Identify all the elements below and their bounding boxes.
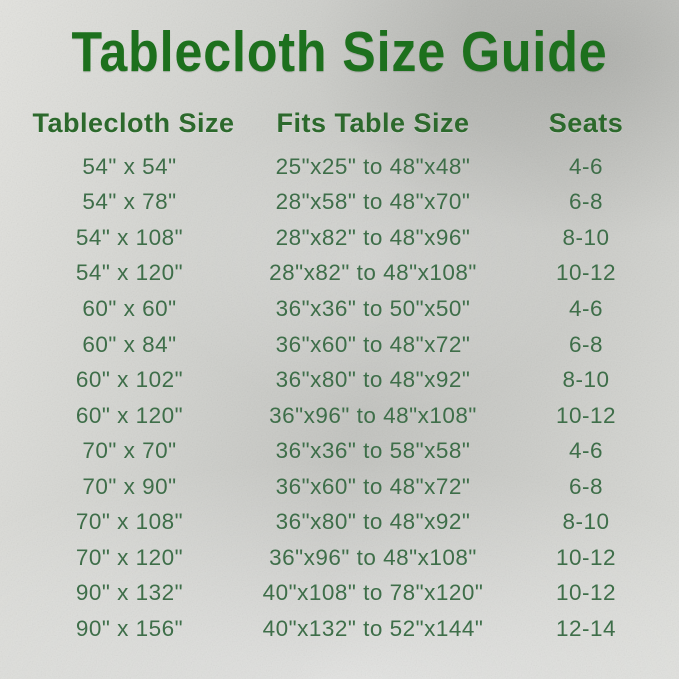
seats-cell: 10-12 [555,580,617,606]
table-row: 54" x 108" 28"x82" to 48"x96" 8-10 [0,220,679,256]
table-row: 54" x 120" 28"x82" to 48"x108" 10-12 [0,256,679,292]
fits-table-size-cell: 40"x108" to 78"x120" [262,580,484,606]
size-table: Tablecloth Size Fits Table Size Seats 54… [0,102,679,647]
seats-cell: 4-6 [568,438,604,464]
title-wrap: Tablecloth Size Guide [0,24,679,81]
seats-cell: 4-6 [568,295,604,321]
seats-cell: 8-10 [562,509,610,535]
table-row: 60" x 102" 36"x80" to 48"x92" 8-10 [0,362,679,398]
fits-table-size-cell: 36"x60" to 48"x72" [275,331,471,357]
seats-cell: 6-8 [568,189,604,215]
table-row: 60" x 84" 36"x60" to 48"x72" 6-8 [0,327,679,363]
tablecloth-size-cell: 60" x 84" [82,331,177,357]
fits-table-size-cell: 36"x96" to 48"x108" [269,402,477,428]
table-row: 60" x 120" 36"x96" to 48"x108" 10-12 [0,398,679,434]
fits-table-size-cell: 28"x58" to 48"x70" [275,189,471,215]
table-row: 54" x 54" 25"x25" to 48"x48" 4-6 [0,149,679,185]
tablecloth-size-cell: 54" x 108" [75,224,184,250]
fits-table-size-cell: 25"x25" to 48"x48" [275,153,471,179]
tablecloth-size-cell: 54" x 54" [82,153,177,179]
table-row: 70" x 108" 36"x80" to 48"x92" 8-10 [0,504,679,540]
tablecloth-size-cell: 90" x 156" [75,615,184,641]
tablecloth-size-cell: 90" x 132" [75,580,184,606]
fits-table-size-cell: 36"x36" to 58"x58" [275,438,471,464]
fits-table-size-cell: 36"x80" to 48"x92" [275,367,471,393]
tablecloth-size-cell: 70" x 90" [82,473,177,499]
seats-cell: 10-12 [555,402,617,428]
tablecloth-size-cell: 54" x 78" [82,189,177,215]
table-row: 70" x 120" 36"x96" to 48"x108" 10-12 [0,540,679,576]
table-header: Tablecloth Size Fits Table Size Seats [0,102,679,144]
fits-table-size-cell: 36"x36" to 50"x50" [275,295,471,321]
table-body: 54" x 54" 25"x25" to 48"x48" 4-6 54" x 7… [0,149,679,647]
seats-cell: 8-10 [562,224,610,250]
seats-cell: 12-14 [555,615,617,641]
fits-table-size-cell: 40"x132" to 52"x144" [262,615,484,641]
fits-table-size-cell: 28"x82" to 48"x96" [275,224,471,250]
tablecloth-size-cell: 54" x 120" [75,260,184,286]
seats-cell: 10-12 [555,544,617,570]
table-row: 54" x 78" 28"x58" to 48"x70" 6-8 [0,185,679,221]
seats-cell: 8-10 [562,367,610,393]
header-seats: Seats [548,107,624,138]
fits-table-size-cell: 36"x60" to 48"x72" [275,473,471,499]
seats-cell: 6-8 [568,331,604,357]
table-row: 90" x 156" 40"x132" to 52"x144" 12-14 [0,611,679,647]
fits-table-size-cell: 28"x82" to 48"x108" [269,260,477,286]
table-row: 70" x 90" 36"x60" to 48"x72" 6-8 [0,469,679,505]
fits-table-size-cell: 36"x80" to 48"x92" [275,509,471,535]
tablecloth-size-cell: 70" x 70" [82,438,177,464]
header-fits-table-size: Fits Table Size [276,107,470,138]
header-tablecloth-size: Tablecloth Size [32,107,235,138]
tablecloth-size-cell: 60" x 60" [82,295,177,321]
tablecloth-size-cell: 70" x 120" [75,544,184,570]
seats-cell: 4-6 [568,153,604,179]
table-row: 90" x 132" 40"x108" to 78"x120" 10-12 [0,576,679,612]
table-row: 60" x 60" 36"x36" to 50"x50" 4-6 [0,291,679,327]
fits-table-size-cell: 36"x96" to 48"x108" [269,544,477,570]
table-row: 70" x 70" 36"x36" to 58"x58" 4-6 [0,433,679,469]
page-title: Tablecloth Size Guide [71,20,608,84]
tablecloth-size-cell: 70" x 108" [75,509,184,535]
tablecloth-size-cell: 60" x 102" [75,367,184,393]
seats-cell: 10-12 [555,260,617,286]
tablecloth-size-cell: 60" x 120" [75,402,184,428]
seats-cell: 6-8 [568,473,604,499]
